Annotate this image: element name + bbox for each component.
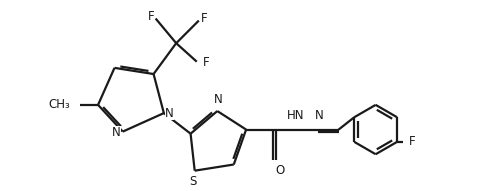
- Text: S: S: [189, 175, 197, 188]
- Text: N: N: [214, 93, 223, 106]
- Text: HN: HN: [287, 109, 304, 122]
- Text: F: F: [202, 56, 209, 69]
- Text: O: O: [275, 164, 284, 177]
- Text: N: N: [165, 107, 174, 120]
- Text: N: N: [315, 109, 324, 122]
- Text: CH₃: CH₃: [48, 98, 70, 111]
- Text: F: F: [200, 12, 207, 25]
- Text: F: F: [148, 10, 154, 23]
- Text: F: F: [408, 135, 415, 148]
- Text: N: N: [112, 126, 121, 139]
